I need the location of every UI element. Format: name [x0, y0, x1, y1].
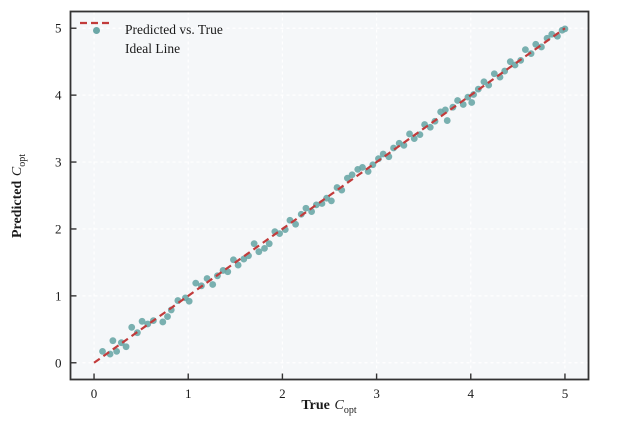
scatter-point	[159, 318, 167, 326]
scatter-point	[521, 46, 529, 54]
scatter-point	[261, 244, 268, 252]
scatter-point	[234, 261, 242, 269]
scatter-point	[265, 240, 273, 248]
x-tick-label: 0	[91, 386, 98, 401]
scatter-point	[99, 347, 106, 355]
scatter-point	[532, 40, 540, 48]
plot-frame	[69, 10, 590, 381]
scatter-point	[128, 323, 136, 331]
scatter-point	[443, 117, 451, 124]
x-axis-label-bold: True	[301, 398, 330, 413]
scatter-point	[240, 255, 248, 263]
scatter-point	[490, 70, 498, 78]
dash-sample-icon	[80, 21, 112, 25]
y-tick-label: 5	[55, 21, 62, 36]
legend-label: Ideal Line	[125, 41, 181, 56]
scatter-point	[343, 174, 351, 182]
y-tick-label: 2	[55, 221, 62, 236]
y-axis-label-bold: Predicted	[10, 180, 26, 239]
legend-item-scatter: Predicted vs. True	[80, 21, 223, 39]
x-axis-label-subscript: opt	[343, 404, 357, 416]
scatter-point	[113, 347, 121, 355]
legend-label: Predicted vs. True	[125, 22, 223, 37]
scatter-point	[164, 313, 171, 321]
x-tick-label: 1	[185, 386, 192, 401]
scatter-point	[485, 81, 493, 89]
x-tick-label: 3	[373, 386, 380, 401]
scatter-point	[400, 141, 408, 149]
scatter-point	[468, 99, 476, 106]
ideal-line	[93, 27, 566, 364]
y-axis-label-symbol: C	[10, 166, 26, 177]
scatter-point	[292, 220, 299, 228]
scatter-point	[185, 297, 193, 305]
scatter-point	[406, 130, 413, 138]
y-axis-label: Predicted Copt	[10, 154, 28, 238]
x-tick-label: 2	[279, 386, 286, 401]
scatter-point	[255, 248, 263, 256]
scatter-point	[410, 135, 418, 143]
x-tick-label: 5	[562, 386, 569, 401]
y-tick-label: 4	[55, 88, 62, 103]
scatter-point	[276, 230, 283, 238]
x-axis-label-symbol: C	[334, 398, 344, 413]
scatter-point	[122, 343, 130, 351]
legend-item-line: Ideal Line	[80, 21, 223, 58]
dot-icon	[92, 26, 100, 34]
scatter-point	[441, 106, 449, 114]
scatter-point	[138, 317, 146, 325]
scatter-point	[302, 204, 310, 212]
y-tick-label: 0	[55, 355, 62, 370]
x-tick-label: 4	[468, 386, 475, 401]
scatter-point	[327, 197, 335, 205]
scatter-point	[426, 123, 434, 131]
y-axis-label-subscript: opt	[16, 153, 28, 167]
scatter-point	[192, 279, 200, 287]
y-tick-label: 3	[55, 155, 62, 170]
legend: Predicted vs. True Ideal Line	[80, 21, 223, 58]
scatter-marker-icon	[80, 26, 112, 34]
scatter-point	[506, 58, 514, 66]
scatter-point	[348, 171, 356, 179]
scatter-point	[359, 163, 366, 171]
y-tick-label: 1	[55, 288, 62, 303]
scatter-point	[109, 337, 117, 345]
scatter-point	[480, 78, 488, 86]
x-axis-label: True Copt	[301, 398, 356, 416]
scatter-point	[209, 281, 217, 288]
scatter-point	[250, 240, 258, 248]
